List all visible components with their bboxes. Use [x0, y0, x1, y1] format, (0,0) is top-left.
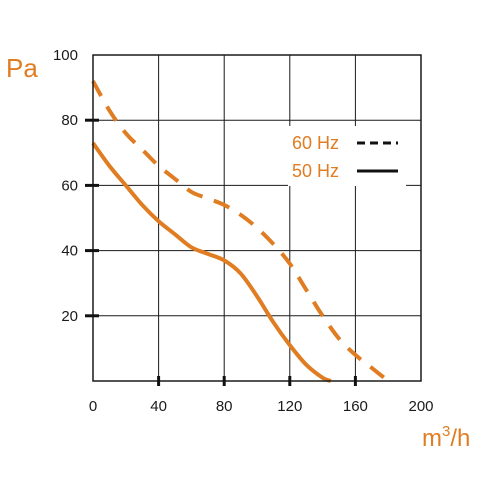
- x-tick-label: 200: [408, 398, 433, 415]
- x-tick-label: 40: [150, 398, 167, 415]
- legend: 60 Hz 50 Hz: [288, 126, 406, 186]
- x-axis-label-tail: /h: [450, 425, 470, 452]
- legend-label-50hz: 50 Hz: [292, 161, 339, 181]
- plot-frame: [92, 54, 422, 382]
- x-tick-label: 0: [89, 398, 97, 415]
- x-axis-label-superscript: 3: [442, 423, 450, 440]
- grid-lines: [93, 55, 421, 381]
- axis-ticks: 0 40 80 120 160 200 20 40 60 80 100: [53, 47, 434, 415]
- legend-background: [288, 126, 406, 186]
- y-tick-label: 20: [61, 308, 78, 325]
- y-axis-label: Pa: [6, 53, 38, 83]
- x-axis-label: m3/h: [422, 423, 470, 452]
- series-line-60hz: [91, 80, 390, 383]
- x-tick-label: 80: [216, 398, 233, 415]
- y-tick-label: 100: [53, 47, 78, 64]
- x-axis-label-base: m: [422, 425, 442, 452]
- series-layer: [91, 80, 390, 383]
- y-tick-label: 60: [61, 177, 78, 194]
- x-tick-label: 120: [277, 398, 302, 415]
- y-tick-label: 80: [61, 112, 78, 129]
- legend-label-60hz: 60 Hz: [292, 133, 339, 153]
- x-tick-label: 160: [343, 398, 368, 415]
- y-tick-label: 40: [61, 243, 78, 260]
- series-line-50hz: [91, 141, 332, 383]
